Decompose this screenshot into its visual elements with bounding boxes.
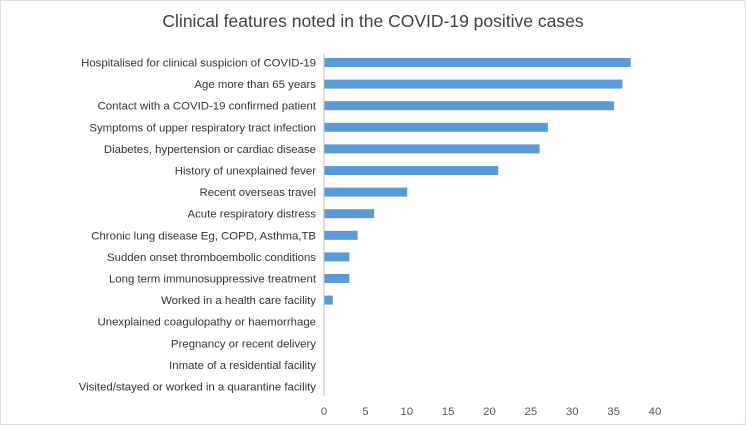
bar xyxy=(324,274,350,283)
x-tick-label: 30 xyxy=(566,406,579,418)
bar xyxy=(324,252,350,262)
bar xyxy=(324,122,548,132)
bar xyxy=(324,79,623,89)
category-label: Recent overseas travel xyxy=(200,187,317,199)
category-label: Worked in a health care facility xyxy=(161,295,316,307)
x-tick-label: 20 xyxy=(483,406,496,418)
x-tick-labels: 0 5 10 15 20 25 30 35 40 xyxy=(321,406,662,418)
category-label: Acute respiratory distress xyxy=(187,209,316,221)
category-labels: Hospitalised for clinical suspicion of C… xyxy=(79,58,317,394)
x-tick-label: 40 xyxy=(649,406,662,418)
bar xyxy=(324,144,540,154)
category-label: Symptoms of upper respiratory tract infe… xyxy=(89,122,316,134)
category-label: History of unexplained fever xyxy=(175,166,316,178)
bar xyxy=(324,230,358,240)
category-label: Chronic lung disease Eg, COPD, Asthma,TB xyxy=(91,230,316,242)
x-tick-label: 35 xyxy=(607,406,620,418)
category-label: Inmate of a residential facility xyxy=(169,360,316,372)
x-tick-label: 10 xyxy=(400,406,413,418)
bar xyxy=(324,209,375,219)
x-tick-label: 0 xyxy=(321,406,327,418)
chart-title: Clinical features noted in the COVID-19 … xyxy=(162,11,584,31)
category-label: Long term immunosuppressive treatment xyxy=(109,274,317,286)
category-label: Sudden onset thromboembolic conditions xyxy=(107,252,316,264)
bar xyxy=(324,295,333,305)
x-tick-label: 5 xyxy=(362,406,368,418)
x-tick-label: 15 xyxy=(442,406,455,418)
category-label: Visited/stayed or worked in a quarantine… xyxy=(79,382,317,394)
category-label: Age more than 65 years xyxy=(194,79,316,91)
category-label: Pregnancy or recent delivery xyxy=(171,338,316,350)
bar xyxy=(324,187,408,197)
category-label: Hospitalised for clinical suspicion of C… xyxy=(81,58,316,70)
category-label: Diabetes, hypertension or cardiac diseas… xyxy=(104,144,316,156)
category-label: Contact with a COVID-19 confirmed patien… xyxy=(98,101,317,113)
x-tick-label: 25 xyxy=(525,406,538,418)
bars-group xyxy=(324,58,631,305)
category-label: Unexplained coagulopathy or haemorrhage xyxy=(98,317,316,329)
bar xyxy=(324,166,499,175)
bar xyxy=(324,58,631,67)
bar xyxy=(324,101,615,111)
